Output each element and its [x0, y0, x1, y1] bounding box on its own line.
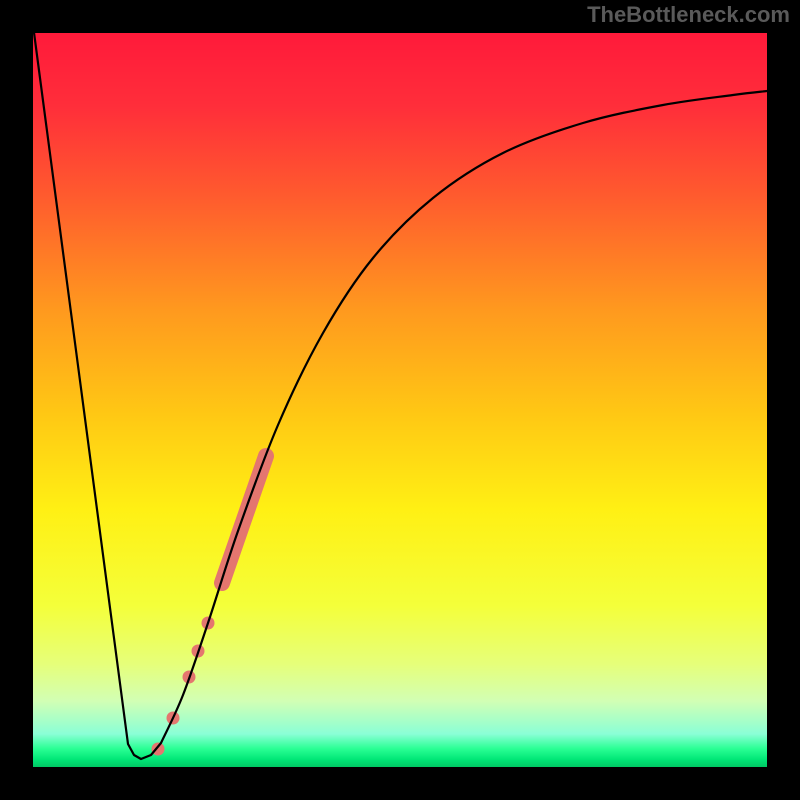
bottleneck-curve	[33, 33, 767, 759]
curve-overlay	[33, 33, 767, 767]
watermark-text: TheBottleneck.com	[587, 2, 790, 28]
plot-area	[33, 33, 767, 767]
